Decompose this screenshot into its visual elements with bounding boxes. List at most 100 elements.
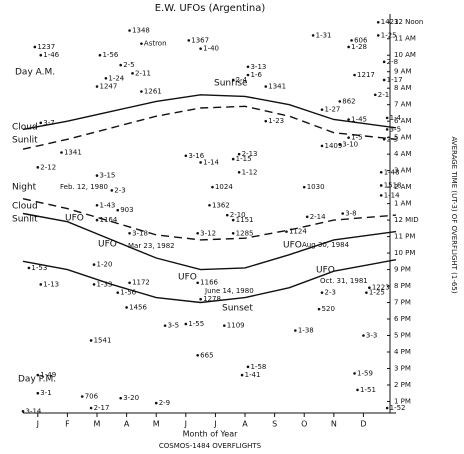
point	[320, 291, 324, 294]
point-label: 1409	[324, 142, 342, 150]
point-label: 665	[200, 351, 213, 359]
point-label: 1456	[129, 303, 147, 311]
point	[187, 39, 191, 42]
point	[237, 170, 241, 174]
point	[33, 45, 37, 49]
point-label: 2-3	[114, 186, 125, 194]
point	[382, 138, 386, 141]
point-label: 520	[322, 305, 335, 313]
point	[225, 213, 229, 217]
point-label: 3-1	[40, 389, 51, 397]
annotation: Mar 23, 1982	[128, 242, 175, 250]
point	[95, 203, 99, 207]
point-label: 1-6	[250, 71, 262, 79]
annotation: Aug 30, 1984	[302, 241, 350, 249]
x-tick-label: O	[301, 420, 307, 429]
annotation: UFO	[283, 241, 302, 251]
point	[92, 263, 96, 266]
annotation: Cloud	[12, 123, 38, 133]
point-label: 1151	[236, 216, 254, 224]
point	[379, 170, 383, 174]
x-axis-label: Month of Year	[183, 430, 239, 439]
y-tick-label: 4 AM	[394, 150, 412, 158]
point	[264, 85, 268, 88]
point	[338, 142, 342, 146]
point-label: 3-15	[100, 172, 116, 180]
point-label: 1-13	[43, 280, 59, 288]
point-label: 1362	[212, 201, 230, 209]
annotation: Feb. 12, 1980	[60, 183, 108, 191]
boundary-curve	[22, 259, 397, 304]
point-label: 1237	[37, 43, 55, 51]
point	[350, 39, 353, 42]
point-label: 1124	[289, 228, 307, 236]
annotation: Sunrise	[214, 79, 248, 89]
x-tick-label: A	[124, 420, 130, 429]
point-label: 606	[354, 36, 368, 44]
point	[116, 291, 120, 294]
point-label: 1-53	[31, 264, 47, 272]
point-label: 1024	[215, 183, 233, 191]
point	[119, 63, 122, 67]
point-label: 1-20	[97, 261, 113, 269]
point	[36, 391, 40, 395]
point-label: 1348	[132, 26, 150, 34]
point-label: 1541	[94, 336, 112, 344]
point	[376, 34, 380, 37]
point-label: 1166	[200, 279, 218, 287]
point-label: 2-13	[242, 150, 258, 158]
point-label: 1172	[132, 279, 150, 287]
y-tick-label: 2 AM	[394, 183, 412, 191]
point-label: 1278	[203, 295, 221, 303]
point-label: 1-31	[316, 31, 332, 39]
point	[379, 184, 383, 187]
point-label: 2-9	[159, 399, 170, 407]
point	[36, 166, 40, 169]
boundary-curve	[22, 94, 397, 131]
point-label: 1-48	[384, 168, 400, 176]
point	[196, 353, 199, 357]
point-label: 2-11	[135, 69, 151, 77]
point	[154, 401, 158, 405]
point	[353, 372, 356, 375]
y-tick-label: 1 PM	[394, 397, 411, 405]
point	[320, 144, 324, 148]
point-label: 2-17	[94, 404, 110, 412]
point	[365, 291, 368, 294]
point	[89, 406, 93, 410]
point	[285, 230, 288, 233]
point-label: 1-14	[384, 191, 400, 199]
point	[128, 29, 131, 32]
point-label: 3-18	[132, 229, 148, 237]
point	[39, 121, 43, 125]
y-axis-label: AVERAGE TIME (UT-3) OF OVERFLIGHT (1-65)	[450, 136, 458, 293]
annotation: UFO	[178, 273, 197, 283]
point	[347, 136, 350, 139]
point	[140, 42, 143, 45]
point-label: 1341	[64, 148, 82, 156]
point	[140, 90, 143, 93]
point-label: 2-3	[324, 289, 335, 297]
x-tick-label: F	[65, 420, 70, 429]
point-label: 1-28	[351, 43, 367, 51]
point-label: 1261	[144, 87, 162, 95]
point	[104, 77, 108, 80]
point	[317, 307, 321, 311]
point-label: 1-59	[357, 369, 373, 377]
point-label: 2-3	[387, 135, 398, 143]
point-label: 1-4	[390, 114, 402, 122]
annotation: Day A.M.	[15, 68, 55, 78]
point	[347, 118, 350, 121]
y-tick-label: 5 PM	[394, 332, 411, 340]
y-tick-label: 10 AM	[394, 51, 416, 59]
point	[36, 373, 40, 377]
point-label: 1030	[307, 183, 325, 191]
point-label: 1-17	[387, 76, 403, 84]
y-tick-label: 2 PM	[394, 381, 411, 389]
y-tick-label: 11 PM	[394, 233, 415, 241]
y-tick-label: 9 PM	[394, 266, 411, 274]
annotation: Cloud	[12, 202, 38, 212]
point	[39, 53, 43, 57]
point	[184, 154, 188, 158]
